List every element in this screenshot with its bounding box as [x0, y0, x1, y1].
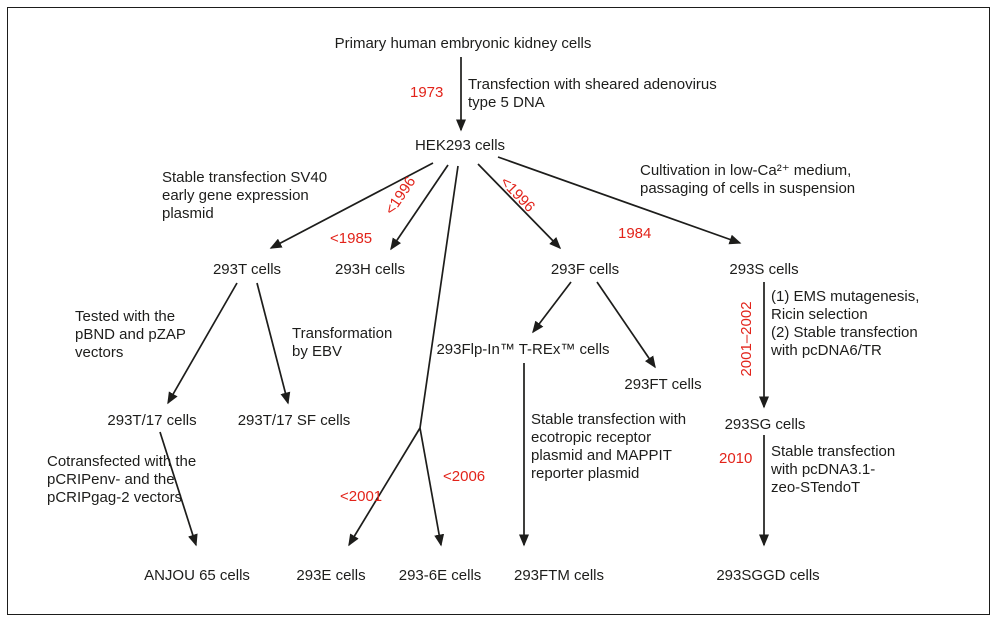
label-stendot-transfection: Stable transfection with pcDNA3.1- zeo-S…: [771, 443, 896, 496]
arrow-hek293-to-293f: [477, 163, 562, 250]
arrow-ebv-to-293e: [348, 427, 421, 547]
year-1984: 1984: [618, 225, 652, 242]
node-293ftm: 293FTM cells: [513, 567, 605, 584]
arrow-293t-to-293t17sf: [256, 282, 291, 405]
node-293t17sf: 293T/17 SF cells: [237, 412, 351, 429]
node-293e: 293E cells: [296, 567, 366, 584]
year-lt2006: <2006: [443, 468, 486, 485]
arrow-hek293-to-293s: [497, 156, 742, 245]
label-low-calcium-cultivation: Cultivation in low-Ca²⁺ medium, passagin…: [640, 162, 856, 197]
label-ems-pcdna6: (1) EMS mutagenesis, Ricin selection (2)…: [771, 288, 920, 359]
line-hek293-ebv-trunk: [419, 165, 459, 429]
label-mappit-transfection: Stable transfection with ecotropic recep…: [531, 411, 687, 482]
node-293sggd: 293SGGD cells: [716, 567, 820, 584]
label-ebv-transformation: Transformation by EBV: [292, 325, 393, 360]
node-293flpin-trex: 293Flp-In™ T-REx™ cells: [436, 341, 610, 358]
arrow-293f-to-flpin-trex: [532, 281, 572, 334]
arrow-hek293-to-293t: [269, 162, 434, 249]
label-pcrip-cotransfection: Cotransfected with the pCRIPenv- and the…: [47, 453, 197, 506]
label-sv40-transfection: Stable transfection SV40 early gene expr…: [162, 169, 328, 222]
node-293-6e: 293-6E cells: [398, 567, 482, 584]
year-2010: 2010: [719, 450, 753, 467]
node-293s: 293S cells: [729, 261, 799, 278]
node-293sg: 293SG cells: [724, 416, 806, 433]
year-lt2001: <2001: [340, 488, 383, 505]
node-anjou65: ANJOU 65 cells: [144, 567, 250, 584]
node-293t: 293T cells: [212, 261, 282, 278]
arrow-hek293-to-293h: [390, 164, 449, 251]
year-lt1985: <1985: [330, 230, 373, 247]
year-2001-2002: 2001–2002: [738, 301, 755, 377]
node-293h: 293H cells: [334, 261, 406, 278]
arrow-ebv-to-293-6e: [419, 427, 445, 547]
node-293ft: 293FT cells: [624, 376, 702, 393]
label-adenovirus-transfection: Transfection with sheared adenovirus typ…: [468, 76, 717, 111]
node-primary-kidney-cells: Primary human embryonic kidney cells: [334, 35, 592, 52]
node-293f: 293F cells: [550, 261, 620, 278]
label-pbnd-pzap: Tested with the pBND and pZAP vectors: [75, 308, 186, 361]
arrow-293t-to-293t17: [167, 282, 238, 405]
node-293t17: 293T/17 cells: [107, 412, 197, 429]
arrow-293f-to-293ft: [596, 281, 656, 369]
figure-border: [7, 7, 990, 615]
arrow-293t17-to-anjou65: [159, 431, 198, 547]
node-hek293: HEK293 cells: [414, 137, 506, 154]
year-1973: 1973: [410, 84, 444, 101]
